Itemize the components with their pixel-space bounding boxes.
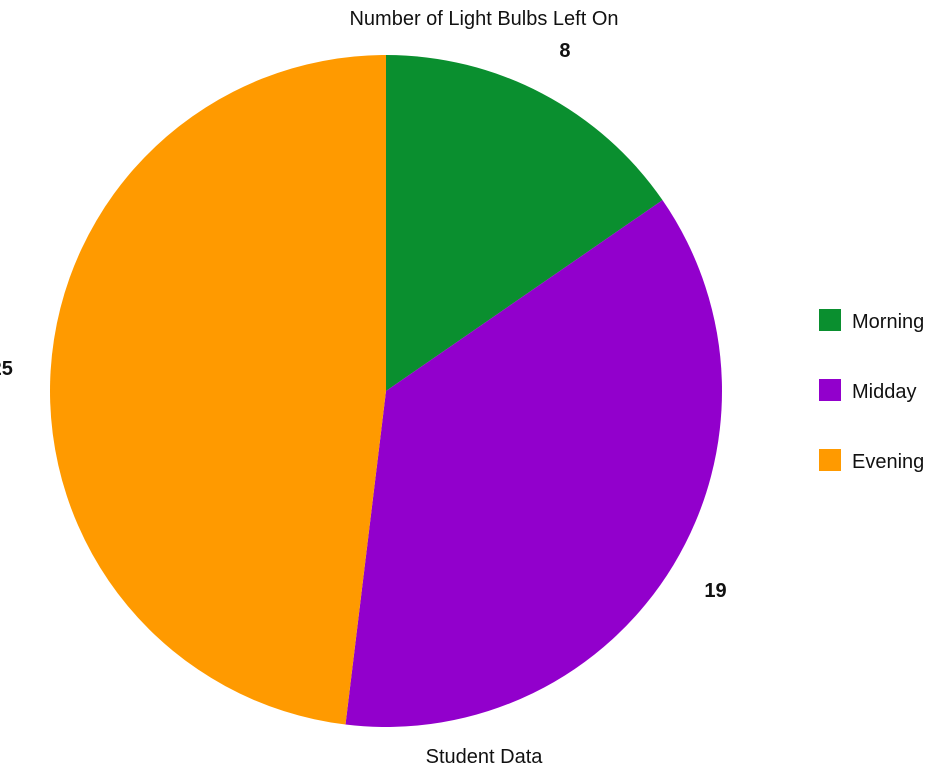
legend-swatch-evening: [819, 449, 841, 471]
chart-x-axis-label: Student Data: [426, 746, 544, 768]
legend-swatch-midday: [819, 379, 841, 401]
chart-title: Number of Light Bulbs Left On: [349, 8, 618, 30]
data-label-evening: 25: [0, 358, 13, 380]
chart-legend: Morning Midday Evening: [819, 309, 924, 473]
legend-label-midday: Midday: [852, 381, 916, 403]
legend-label-morning: Morning: [852, 311, 924, 333]
data-label-midday: 19: [704, 580, 726, 602]
pie-slice-midday: [345, 200, 722, 727]
pie-data-labels: 8 19 25: [0, 40, 727, 602]
pie-slices: [50, 55, 722, 727]
data-label-morning: 8: [559, 40, 570, 62]
pie-slice-morning: [386, 55, 663, 391]
pie-slice-evening: [50, 55, 387, 725]
legend-swatch-morning: [819, 309, 841, 331]
legend-label-evening: Evening: [852, 451, 924, 473]
